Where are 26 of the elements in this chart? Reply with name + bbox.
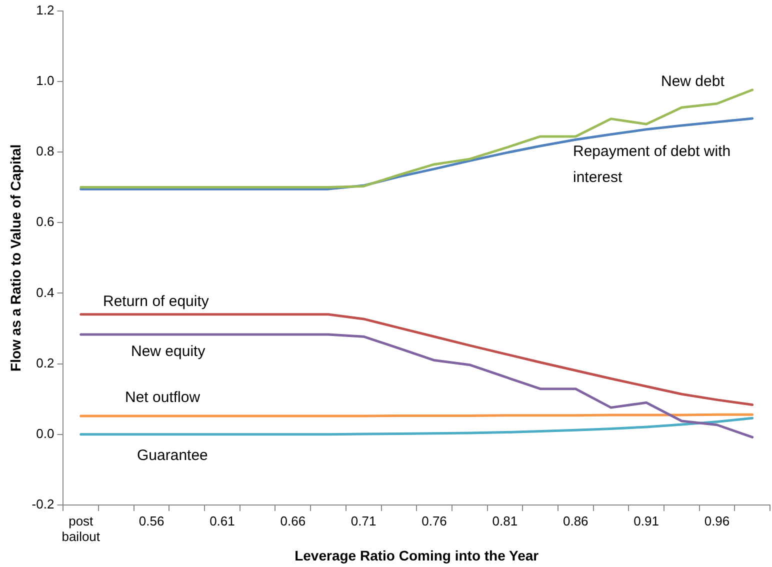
y-tick-label: 0.4	[36, 284, 54, 300]
y-axis-title: Flow as a Ratio to Value of Capital	[7, 144, 24, 372]
series-label: New debt	[661, 73, 726, 90]
series-label: Repayment of debt with interest	[573, 143, 731, 186]
x-tick-label: post bailout	[62, 513, 100, 544]
series-label: New equity	[131, 343, 206, 360]
x-tick-label: 0.81	[492, 513, 518, 528]
y-tick-label: 0.2	[36, 355, 54, 370]
x-tick-label: 0.76	[422, 513, 447, 528]
series-label: Return of equity	[103, 293, 210, 310]
y-tick-label: 0.8	[36, 144, 54, 159]
y-tick-label: 1.2	[36, 2, 54, 18]
y-tick-label: 1.0	[36, 72, 54, 88]
x-tick-label: 0.86	[562, 513, 588, 528]
x-tick-label: 0.61	[210, 513, 235, 528]
series-label: Guarantee	[137, 447, 208, 464]
y-tick-label: 0.6	[36, 214, 54, 230]
x-tick-label: 0.71	[350, 513, 376, 528]
x-tick-label: 0.96	[704, 513, 730, 528]
series-label: Net outflow	[125, 389, 200, 406]
y-tick-label: -0.2	[32, 496, 54, 512]
y-tick-label: 0.0	[36, 426, 54, 441]
x-tick-label: 0.56	[138, 513, 164, 528]
x-tick-label: 0.66	[280, 513, 306, 528]
x-tick-label: 0.91	[634, 513, 659, 528]
x-axis-title: Leverage Ratio Coming into the Year	[294, 547, 540, 564]
